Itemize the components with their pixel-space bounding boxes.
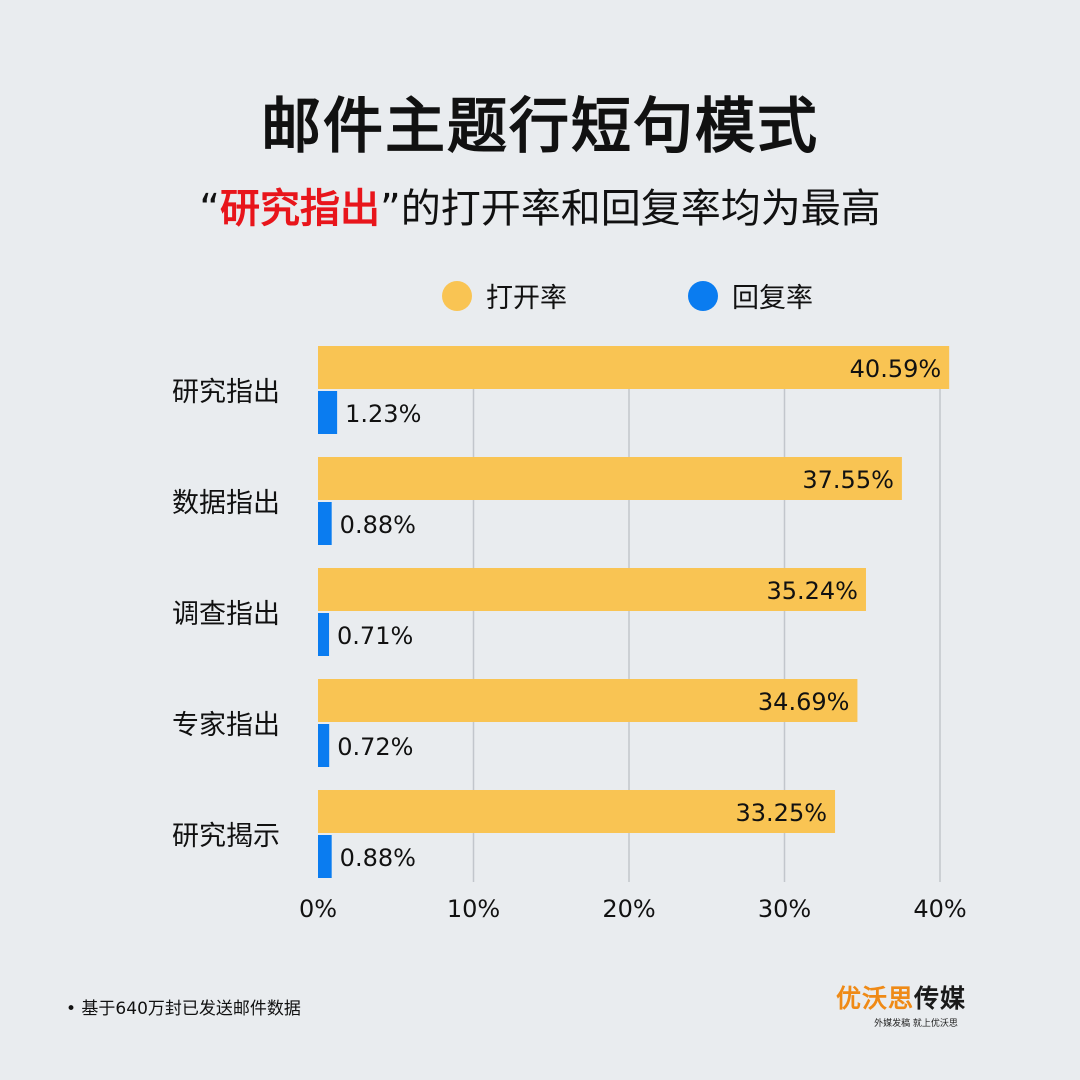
- data-label-open-1: 37.55%: [802, 466, 894, 494]
- brand-logo: 优沃思传媒 外媒发稿 就上优沃思: [826, 986, 976, 1029]
- legend-reply-label: 回复率: [732, 283, 813, 314]
- bar-open-rate-1: [318, 457, 902, 500]
- footnote: • 基于640万封已发送邮件数据: [66, 999, 301, 1019]
- data-label-reply-1: 0.88%: [340, 511, 416, 539]
- bar-open-rate-2: [318, 568, 866, 611]
- subtitle-rest: 的打开率和回复率均为最高: [400, 186, 881, 232]
- category-label-3: 专家指出: [172, 710, 280, 741]
- subtitle-highlight: 研究指出: [220, 186, 380, 232]
- logo-dark-text: 传媒: [914, 984, 967, 1013]
- x-tick-label-10: 10%: [447, 895, 500, 923]
- chart-subtitle: “研究指出”的打开率和回复率均为最高: [0, 176, 1080, 234]
- bar-reply-rate-3: [318, 724, 330, 767]
- bar-reply-rate-2: [318, 613, 330, 656]
- legend-open-swatch: [442, 280, 472, 311]
- x-tick-label-20: 20%: [602, 895, 655, 923]
- bar-open-rate-4: [318, 790, 836, 833]
- x-tick-label-0: 0%: [299, 895, 337, 923]
- logo-orange-text: 优沃思: [835, 984, 914, 1013]
- data-label-reply-2: 0.71%: [337, 622, 413, 650]
- logo-tagline: 外媒发稿 就上优沃思: [874, 1019, 958, 1029]
- logo-wordmark: 优沃思传媒: [826, 986, 976, 1011]
- data-label-open-2: 35.24%: [766, 577, 858, 605]
- quote-open: “: [199, 186, 220, 232]
- bar-reply-rate-0: [318, 391, 338, 434]
- legend-reply-rate: 回复率: [688, 276, 813, 315]
- category-label-1: 数据指出: [172, 488, 280, 519]
- bar-reply-rate-1: [318, 502, 332, 545]
- category-label-4: 研究揭示: [172, 821, 280, 852]
- bar-open-rate-3: [318, 679, 858, 722]
- legend-reply-swatch: [688, 280, 718, 311]
- legend-open-rate: 打开率: [442, 276, 567, 315]
- data-label-open-0: 40.59%: [850, 355, 942, 383]
- chart-legend: 打开率 回复率: [0, 276, 1080, 316]
- legend-open-label: 打开率: [486, 283, 567, 314]
- quote-close: ”: [380, 186, 401, 232]
- category-label-0: 研究指出: [172, 377, 280, 408]
- category-label-2: 调查指出: [172, 599, 280, 630]
- x-tick-label-40: 40%: [913, 895, 966, 923]
- data-label-open-4: 33.25%: [736, 799, 828, 827]
- chart-title: 邮件主题行短句模式: [261, 92, 819, 162]
- bar-open-rate-0: [318, 346, 950, 389]
- data-label-reply-3: 0.72%: [337, 733, 413, 761]
- data-label-open-3: 34.69%: [758, 688, 850, 716]
- data-label-reply-0: 1.23%: [345, 400, 421, 428]
- x-tick-label-30: 30%: [758, 895, 811, 923]
- bar-reply-rate-4: [318, 835, 332, 878]
- data-label-reply-4: 0.88%: [340, 844, 416, 872]
